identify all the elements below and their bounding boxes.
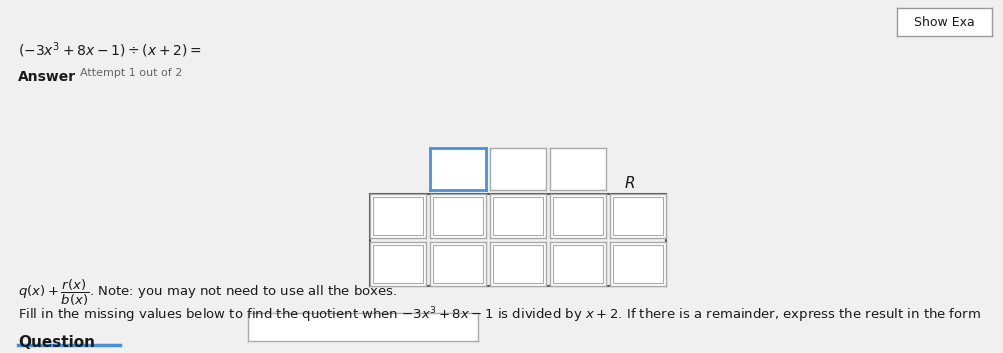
- Text: $(-3x^3 + 8x - 1) \div (x + 2) =$: $(-3x^3 + 8x - 1) \div (x + 2) =$: [18, 40, 202, 60]
- Text: Fill in the missing values below to find the quotient when $-3x^3 + 8x - 1$ is d: Fill in the missing values below to find…: [18, 305, 980, 325]
- Text: Show Exa: Show Exa: [913, 16, 974, 29]
- Bar: [613, 197, 662, 235]
- Bar: [433, 245, 482, 283]
- Text: $q(x) + \dfrac{r(x)}{b(x)}$. Note: you may not need to use all the boxes.: $q(x) + \dfrac{r(x)}{b(x)}$. Note: you m…: [18, 278, 397, 308]
- Bar: [492, 197, 542, 235]
- Bar: [492, 245, 542, 283]
- Bar: [553, 245, 602, 283]
- Text: Answer: Answer: [18, 70, 76, 84]
- Bar: [613, 245, 662, 283]
- Bar: [553, 197, 602, 235]
- Text: R: R: [625, 176, 635, 191]
- Text: Question: Question: [18, 335, 95, 350]
- Bar: [373, 245, 422, 283]
- Bar: [433, 197, 482, 235]
- Text: Attempt 1 out of 2: Attempt 1 out of 2: [80, 68, 183, 78]
- Bar: [373, 197, 422, 235]
